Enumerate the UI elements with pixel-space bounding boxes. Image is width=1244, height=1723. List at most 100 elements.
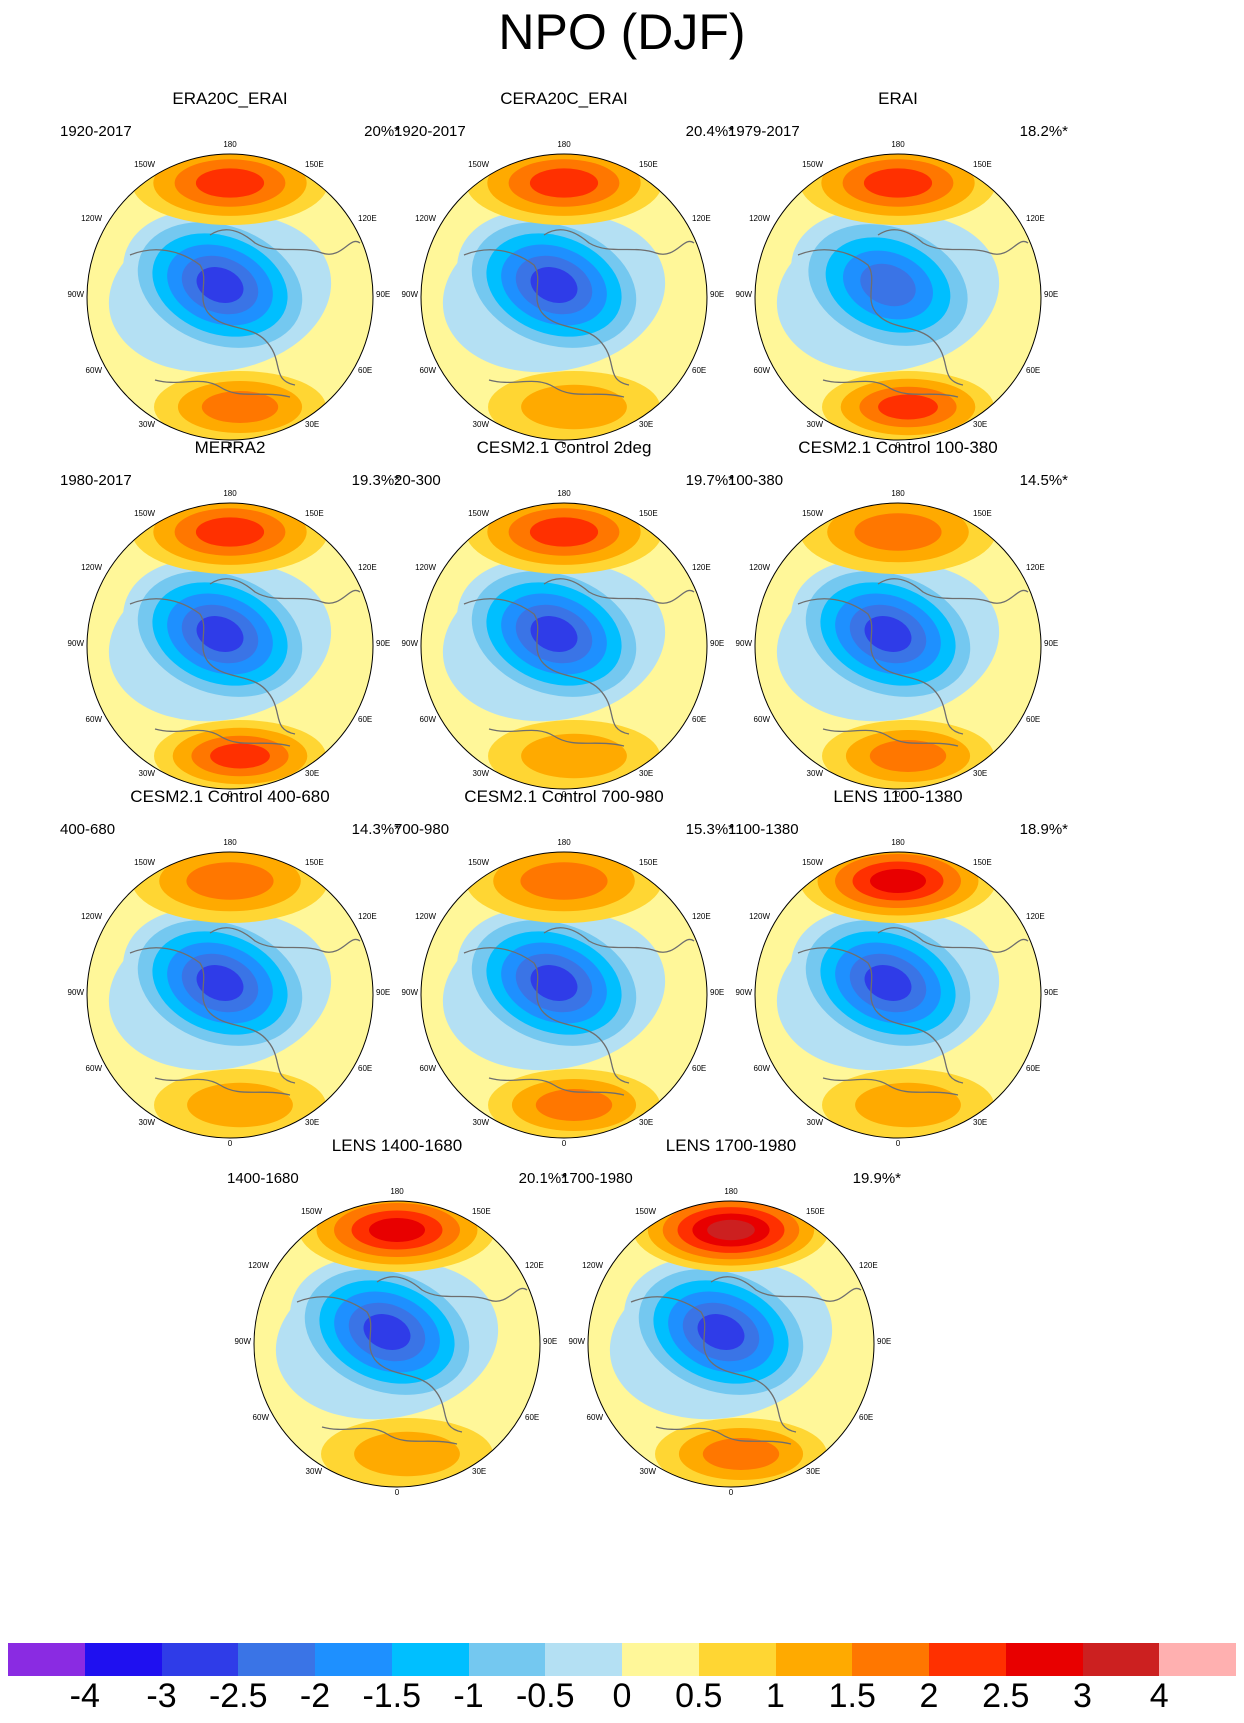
longitude-label: 120W <box>81 214 102 223</box>
map-boundary <box>420 502 708 790</box>
longitude-label: 150W <box>134 509 155 518</box>
longitude-label: 120W <box>415 912 436 921</box>
panel-period: 100-380 <box>728 472 784 489</box>
longitude-label: 60W <box>754 1064 771 1073</box>
contour-level-1.5 <box>854 513 942 551</box>
polar-map: 180 150W 150E 120W 120E 90W 90E 60W 60E 30W 30E 0 <box>402 838 725 1148</box>
longitude-label: 30E <box>305 420 319 429</box>
longitude-label: 120E <box>358 214 377 223</box>
polar-map: 180 150W 150E 120W 120E 90W 90E 60W 60E 30W 30E 0 <box>235 1187 558 1497</box>
longitude-label: 90E <box>877 1337 891 1346</box>
longitude-label: 90W <box>68 639 85 648</box>
longitude-label: 0 <box>395 1488 400 1497</box>
longitude-label: 150W <box>468 509 489 518</box>
contour-level--2.5 <box>860 263 916 307</box>
longitude-label: 90W <box>736 290 753 299</box>
longitude-label: 150W <box>468 160 489 169</box>
map-boundary <box>754 851 1042 1139</box>
colorbar-box <box>852 1643 929 1676</box>
longitude-label: 150E <box>305 509 324 518</box>
longitude-label: 90W <box>68 290 85 299</box>
map-boundary <box>253 1200 541 1488</box>
colorbar-tick-label: -4 <box>69 1677 100 1715</box>
contour-level-1.5 <box>869 740 947 772</box>
colorbar-box <box>929 1643 1006 1676</box>
longitude-label: 150W <box>635 1207 656 1216</box>
colorbar-box <box>238 1643 315 1676</box>
longitude-label: 60W <box>420 366 437 375</box>
panel-title: CESM2.1 Control 100-380 <box>798 438 998 457</box>
coastline <box>630 1276 862 1445</box>
panel-title: CESM2.1 Control 700-980 <box>464 787 664 806</box>
longitude-label: 60W <box>253 1413 270 1422</box>
longitude-label: 60W <box>86 1064 103 1073</box>
longitude-label: 180 <box>390 1187 404 1196</box>
panel-title: LENS 1700-1980 <box>665 1136 797 1155</box>
contour-level-1 <box>855 1082 961 1128</box>
panel-title: LENS 1400-1680 <box>331 1136 463 1155</box>
map-panel: 180 150W 150E 120W 120E 90W 90E 60W 60E 30W 30E 0 CE… <box>394 437 734 809</box>
contour-level--3 <box>196 267 244 303</box>
coastline <box>797 229 1029 398</box>
colorbar-tick-label: 4 <box>1149 1677 1169 1715</box>
panel-title: ERA20C_ERAI <box>172 89 288 108</box>
longitude-label: 120W <box>582 1261 603 1270</box>
longitude-label: 120E <box>692 214 711 223</box>
map-panel: 180 150W 150E 120W 120E 90W 90E 60W 60E 30W 30E 0 LE… <box>227 1135 567 1507</box>
longitude-label: 120E <box>692 563 711 572</box>
contour-level-2.5 <box>369 1218 425 1242</box>
longitude-label: 60W <box>420 1064 437 1073</box>
longitude-label: 30E <box>639 1118 653 1127</box>
longitude-label: 0 <box>896 1139 901 1148</box>
colorbar-tick-label: -0.5 <box>515 1677 575 1715</box>
longitude-label: 60E <box>358 715 372 724</box>
contour-level-1 <box>187 1082 293 1128</box>
colorbar-box <box>698 1643 776 1676</box>
panel-variance-pct: 14.5%* <box>1019 472 1068 489</box>
panel-variance-pct: 20.4%* <box>685 123 734 140</box>
colorbar-box <box>545 1643 622 1676</box>
colorbar-tick-label: -3 <box>146 1677 177 1715</box>
panel-title: MERRA2 <box>194 438 266 457</box>
longitude-label: 150E <box>639 509 658 518</box>
contour-level--3 <box>530 267 578 303</box>
colorbar-tick-label: 3 <box>1073 1677 1092 1715</box>
longitude-label: 30W <box>640 1467 657 1476</box>
longitude-label: 120W <box>749 214 770 223</box>
colorbar-box <box>161 1643 239 1676</box>
longitude-label: 120E <box>358 912 377 921</box>
colorbar-tick-label: -1 <box>453 1677 484 1715</box>
polar-map: 180 150W 150E 120W 120E 90W 90E 60W 60E 30W 30E 0 <box>736 838 1059 1148</box>
longitude-label: 30E <box>973 1118 987 1127</box>
longitude-label: 150W <box>802 858 823 867</box>
contour-level-2.5 <box>870 869 926 893</box>
longitude-label: 90E <box>543 1337 557 1346</box>
contour-level-2 <box>529 168 599 198</box>
colorbar-tick-label: -1.5 <box>362 1677 422 1715</box>
contour-level-2 <box>195 517 265 547</box>
map-boundary <box>86 851 374 1139</box>
longitude-label: 30W <box>807 1118 824 1127</box>
longitude-label: 60W <box>420 715 437 724</box>
longitude-label: 30E <box>639 420 653 429</box>
map-panel: 180 150W 150E 120W 120E 90W 90E 60W 60E 30W 30E 0 CE… <box>728 437 1068 809</box>
longitude-label: 60E <box>1026 715 1040 724</box>
colorbar-tick-label: -2 <box>299 1677 331 1715</box>
contour-level--3 <box>196 616 244 652</box>
longitude-label: 0 <box>562 441 567 450</box>
longitude-label: 60E <box>692 1064 706 1073</box>
map-panel: 180 150W 150E 120W 120E 90W 90E 60W 60E 30W 30E 0 LE… <box>561 1135 901 1507</box>
longitude-label: 0 <box>562 1139 567 1148</box>
longitude-label: 30E <box>472 1467 486 1476</box>
polar-map: 180 150W 150E 120W 120E 90W 90E 60W 60E 30W 30E 0 <box>736 140 1059 450</box>
longitude-label: 0 <box>896 441 901 450</box>
longitude-label: 60E <box>859 1413 873 1422</box>
longitude-label: 120E <box>358 563 377 572</box>
longitude-label: 90E <box>1044 290 1058 299</box>
longitude-label: 30E <box>806 1467 820 1476</box>
longitude-label: 150E <box>305 160 324 169</box>
longitude-label: 0 <box>228 790 233 799</box>
longitude-label: 180 <box>223 838 237 847</box>
colorbar-box <box>1005 1643 1083 1676</box>
coastline <box>129 229 361 398</box>
